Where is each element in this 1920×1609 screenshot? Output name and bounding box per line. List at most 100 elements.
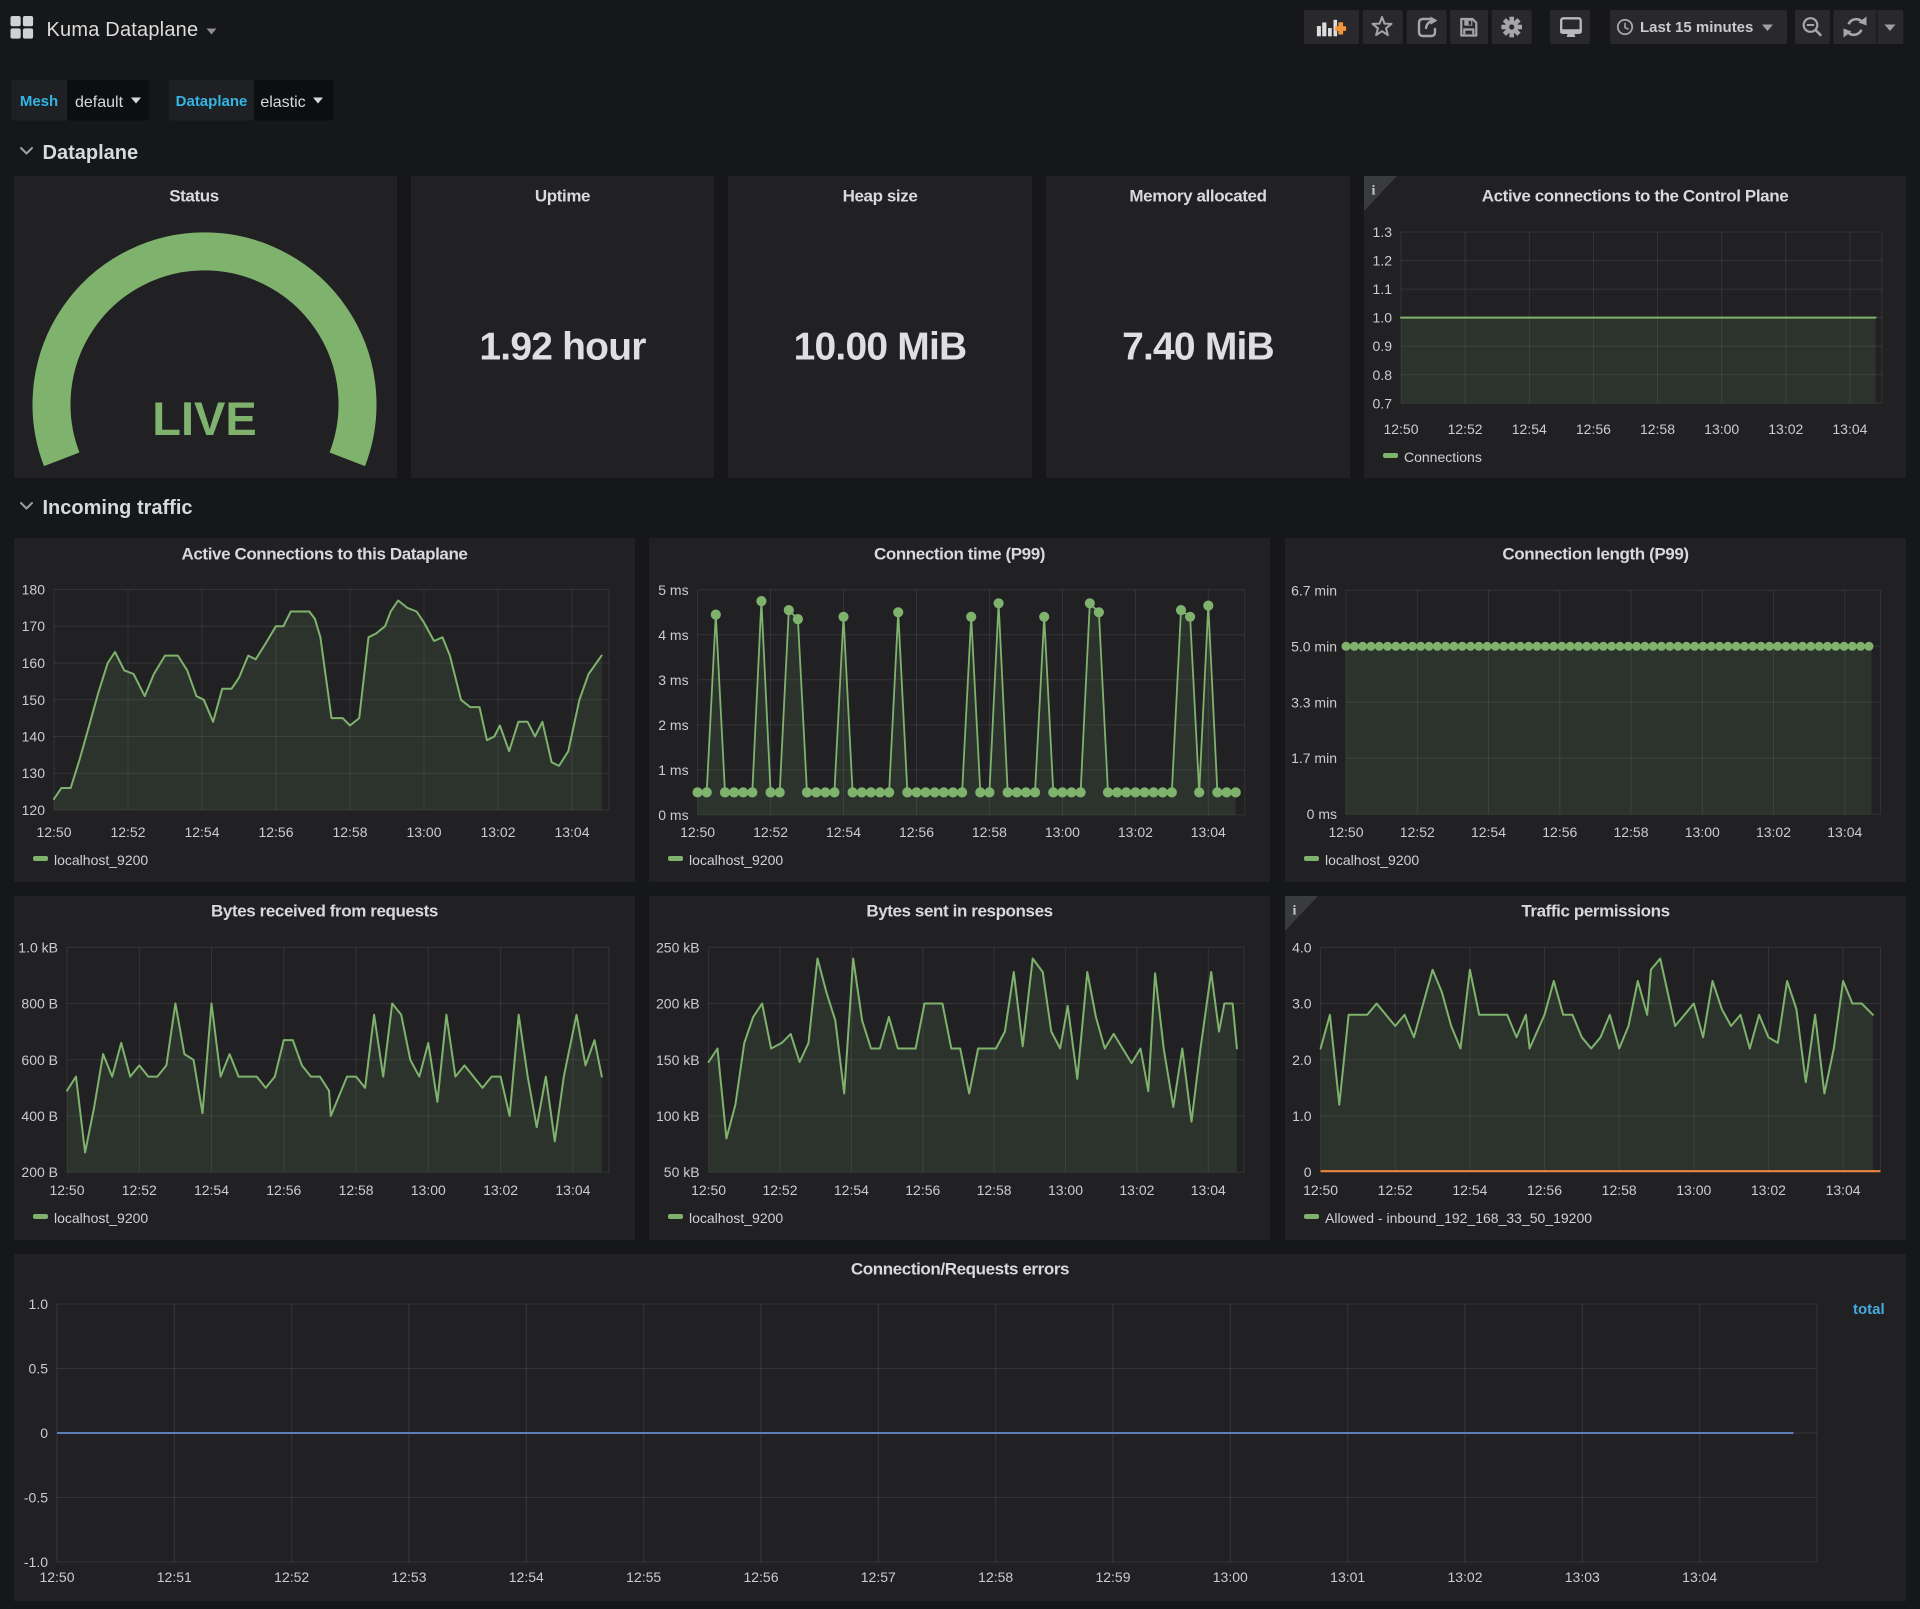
svg-text:1.0: 1.0 [1373, 310, 1393, 326]
svg-text:Dataplane: Dataplane [176, 93, 248, 110]
svg-text:Dataplane: Dataplane [43, 142, 139, 164]
svg-text:12:56: 12:56 [1576, 421, 1611, 437]
svg-text:200 B: 200 B [21, 1164, 58, 1180]
svg-text:1.1: 1.1 [1373, 281, 1393, 297]
svg-text:13:02: 13:02 [480, 824, 515, 840]
svg-text:600 B: 600 B [21, 1052, 58, 1068]
svg-text:2.0: 2.0 [1292, 1052, 1312, 1068]
svg-text:10.00 MiB: 10.00 MiB [794, 326, 967, 369]
svg-text:i: i [1293, 904, 1297, 919]
svg-text:1.0: 1.0 [1292, 1108, 1312, 1124]
svg-text:12:52: 12:52 [274, 1569, 309, 1585]
svg-text:Connection/Requests errors: Connection/Requests errors [851, 1260, 1069, 1279]
svg-text:12:50: 12:50 [680, 824, 715, 840]
svg-text:12:52: 12:52 [1400, 824, 1435, 840]
svg-text:13:00: 13:00 [1704, 421, 1739, 437]
svg-text:6.7 min: 6.7 min [1291, 582, 1337, 598]
svg-text:12:54: 12:54 [834, 1182, 869, 1198]
svg-text:1.92 hour: 1.92 hour [479, 326, 646, 369]
svg-text:0 ms: 0 ms [658, 807, 688, 823]
svg-text:12:58: 12:58 [972, 824, 1007, 840]
svg-text:12:54: 12:54 [826, 824, 861, 840]
svg-text:50 kB: 50 kB [664, 1164, 700, 1180]
svg-text:Last 15 minutes: Last 15 minutes [1640, 19, 1753, 36]
svg-text:12:59: 12:59 [1095, 1569, 1130, 1585]
svg-text:3.0: 3.0 [1292, 996, 1312, 1012]
svg-text:12:54: 12:54 [1512, 421, 1547, 437]
svg-text:13:04: 13:04 [1827, 824, 1862, 840]
svg-text:12:52: 12:52 [762, 1182, 797, 1198]
svg-text:12:52: 12:52 [122, 1182, 157, 1198]
svg-text:12:54: 12:54 [509, 1569, 544, 1585]
svg-text:12:52: 12:52 [753, 824, 788, 840]
svg-text:Bytes sent in responses: Bytes sent in responses [866, 902, 1052, 921]
svg-text:1.3: 1.3 [1373, 224, 1393, 240]
svg-text:0: 0 [1304, 1164, 1312, 1180]
svg-text:12:54: 12:54 [1471, 824, 1506, 840]
svg-text:12:57: 12:57 [861, 1569, 896, 1585]
svg-text:Incoming traffic: Incoming traffic [43, 497, 193, 519]
svg-text:13:03: 13:03 [1565, 1569, 1600, 1585]
svg-text:150 kB: 150 kB [656, 1052, 700, 1068]
svg-text:12:56: 12:56 [743, 1569, 778, 1585]
svg-text:12:58: 12:58 [1613, 824, 1648, 840]
svg-text:13:00: 13:00 [1213, 1569, 1248, 1585]
svg-text:13:00: 13:00 [1045, 824, 1080, 840]
svg-text:localhost_9200: localhost_9200 [689, 1210, 783, 1226]
svg-text:12:58: 12:58 [332, 824, 367, 840]
svg-text:13:02: 13:02 [483, 1182, 518, 1198]
svg-text:12:50: 12:50 [1328, 824, 1363, 840]
svg-text:localhost_9200: localhost_9200 [689, 852, 783, 868]
svg-text:13:04: 13:04 [1682, 1569, 1717, 1585]
svg-text:200 kB: 200 kB [656, 996, 700, 1012]
svg-text:12:52: 12:52 [1448, 421, 1483, 437]
svg-text:0.5: 0.5 [29, 1361, 49, 1377]
svg-text:13:04: 13:04 [1832, 421, 1867, 437]
svg-text:12:56: 12:56 [1542, 824, 1577, 840]
svg-text:Connection length (P99): Connection length (P99) [1502, 545, 1688, 564]
svg-text:12:50: 12:50 [691, 1182, 726, 1198]
svg-text:100 kB: 100 kB [656, 1108, 700, 1124]
svg-text:4.0: 4.0 [1292, 939, 1312, 955]
svg-text:12:54: 12:54 [1452, 1182, 1487, 1198]
svg-text:Kuma Dataplane: Kuma Dataplane [47, 19, 199, 41]
svg-text:Memory allocated: Memory allocated [1129, 187, 1266, 206]
svg-text:13:02: 13:02 [1119, 1182, 1154, 1198]
svg-text:Bytes received from requests: Bytes received from requests [211, 902, 438, 921]
svg-text:13:01: 13:01 [1330, 1569, 1365, 1585]
svg-text:Active connections to the Cont: Active connections to the Control Plane [1482, 187, 1789, 206]
svg-text:Heap size: Heap size [843, 187, 918, 206]
svg-text:160: 160 [22, 655, 46, 671]
svg-text:LIVE: LIVE [152, 392, 256, 445]
svg-text:Traffic permissions: Traffic permissions [1521, 902, 1669, 921]
svg-text:0.9: 0.9 [1373, 338, 1393, 354]
svg-text:localhost_9200: localhost_9200 [1325, 852, 1419, 868]
svg-text:7.40 MiB: 7.40 MiB [1122, 326, 1274, 369]
svg-text:i: i [1372, 184, 1376, 199]
svg-text:13:04: 13:04 [554, 824, 589, 840]
svg-text:12:50: 12:50 [49, 1182, 84, 1198]
svg-text:13:00: 13:00 [1676, 1182, 1711, 1198]
svg-text:5.0 min: 5.0 min [1291, 638, 1337, 654]
svg-text:1.7 min: 1.7 min [1291, 750, 1337, 766]
svg-text:5 ms: 5 ms [658, 582, 688, 598]
svg-text:-0.5: -0.5 [24, 1490, 48, 1506]
svg-text:default: default [75, 94, 124, 111]
svg-text:13:04: 13:04 [555, 1182, 590, 1198]
svg-text:Active Connections to this Dat: Active Connections to this Dataplane [182, 545, 468, 564]
svg-text:12:56: 12:56 [1527, 1182, 1562, 1198]
svg-text:170: 170 [22, 618, 46, 634]
svg-text:1 ms: 1 ms [658, 762, 688, 778]
svg-text:Mesh: Mesh [20, 93, 58, 110]
svg-text:Status: Status [169, 187, 219, 206]
svg-text:12:58: 12:58 [977, 1182, 1012, 1198]
svg-text:13:00: 13:00 [1048, 1182, 1083, 1198]
svg-text:4 ms: 4 ms [658, 627, 688, 643]
svg-text:13:00: 13:00 [1685, 824, 1720, 840]
svg-text:Uptime: Uptime [535, 187, 590, 206]
svg-text:12:55: 12:55 [626, 1569, 661, 1585]
svg-text:0: 0 [40, 1425, 48, 1441]
svg-text:12:56: 12:56 [266, 1182, 301, 1198]
svg-text:3.3 min: 3.3 min [1291, 694, 1337, 710]
svg-text:localhost_9200: localhost_9200 [54, 1210, 148, 1226]
